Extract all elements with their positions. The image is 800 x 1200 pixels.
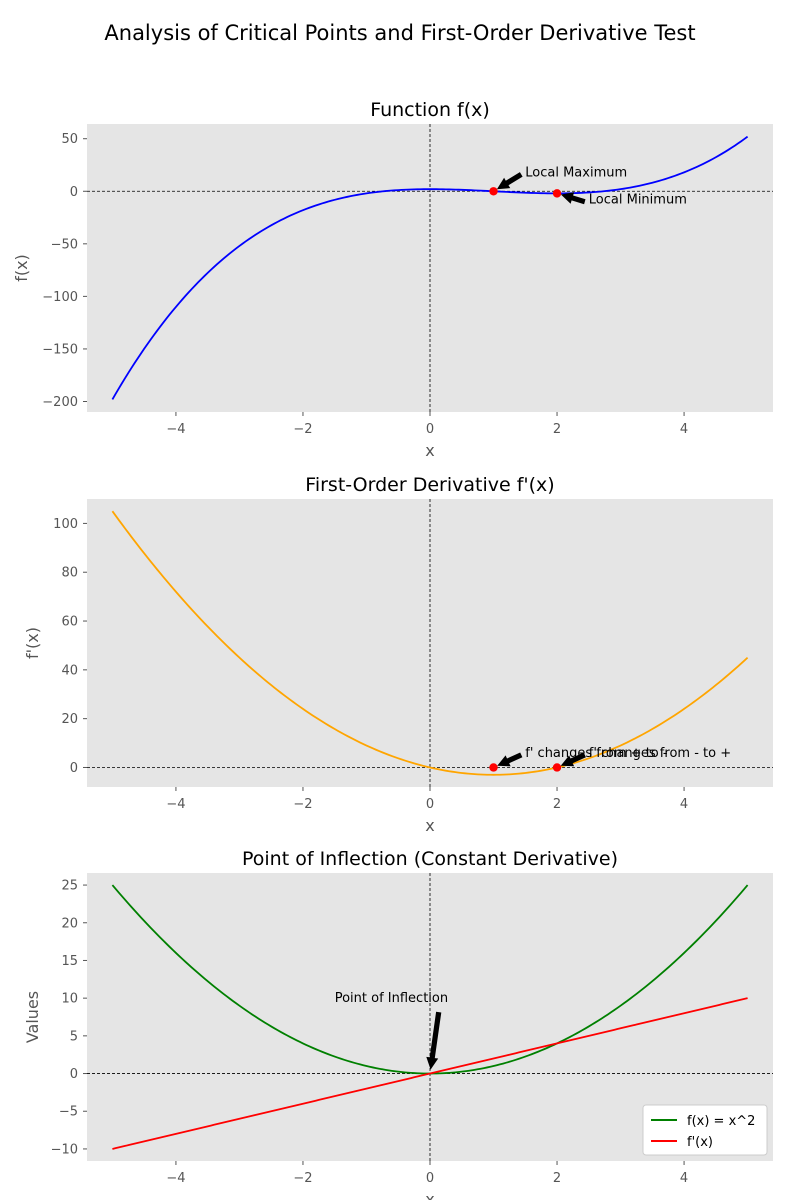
y-tick-label: −100	[42, 290, 78, 305]
critical-point-marker	[489, 187, 498, 196]
y-tick-label: 5	[70, 1029, 78, 1044]
critical-point-marker	[552, 763, 562, 772]
y-tick-label: −200	[42, 395, 78, 410]
y-tick-label: −5	[59, 1105, 78, 1120]
chart-title: Function f(x)	[370, 99, 490, 121]
legend: f(x) = x^2 f'(x)	[642, 1104, 768, 1156]
y-axis-label: f(x)	[12, 254, 31, 282]
chart-panel-2: f' changes from + to -f' changes from - …	[23, 474, 773, 835]
series-line-2	[112, 997, 748, 1150]
y-tick-label: 15	[61, 954, 78, 969]
annotation-arrow	[560, 192, 586, 205]
x-tick-label: −2	[293, 422, 312, 437]
y-tick-label: 20	[61, 916, 78, 931]
chart-panel-1: Local Maximum Local Minimum −4 −2 0 2 4 −200 −15…	[12, 99, 773, 460]
critical-point-marker	[552, 189, 562, 198]
y-axis-label: f'(x)	[23, 627, 42, 659]
x-tick-label: 2	[553, 1171, 561, 1186]
annotation-label: f' changes from + to -	[525, 746, 668, 761]
series-line-1	[111, 135, 749, 400]
legend-label: f(x) = x^2	[687, 1114, 755, 1129]
x-tick-label: 4	[680, 797, 688, 812]
y-tick-label: 0	[70, 761, 78, 776]
y-tick-label: 25	[61, 879, 78, 894]
y-tick-label: 0	[70, 185, 78, 200]
x-tick-label: 0	[426, 1171, 434, 1186]
x-tick-label: 2	[553, 797, 561, 812]
legend-box	[642, 1104, 768, 1156]
y-tick-label: 80	[61, 566, 78, 581]
y-tick-label: −150	[42, 342, 78, 357]
y-tick-label: 50	[61, 132, 78, 147]
plot-area	[87, 124, 773, 412]
annotation-arrow	[497, 752, 523, 767]
series-line-1	[111, 510, 749, 776]
y-axis-label: Values	[23, 991, 42, 1043]
chart-title: Point of Inflection (Constant Derivative…	[242, 848, 618, 870]
x-tick-label: 4	[680, 1171, 688, 1186]
x-axis-label: x	[425, 1190, 434, 1200]
x-axis-label: x	[425, 816, 434, 835]
plot-area	[87, 499, 773, 787]
legend-label: f'(x)	[687, 1135, 713, 1150]
x-tick-label: −2	[293, 797, 312, 812]
y-tick-label: 60	[61, 615, 78, 630]
annotation-label: Point of Inflection	[335, 991, 448, 1006]
chart-panel-3: Point of Inflection −4 −2 0 2 4 −10 −5 0 5 10 15 20 2…	[23, 848, 773, 1200]
x-tick-label: 0	[426, 797, 434, 812]
annotation-arrow	[496, 172, 523, 190]
x-tick-label: 0	[426, 422, 434, 437]
y-tick-label: 100	[53, 517, 78, 532]
x-axis-label: x	[425, 441, 434, 460]
figure-suptitle: Analysis of Critical Points and First-Or…	[104, 21, 695, 45]
y-tick-label: 10	[61, 992, 78, 1007]
annotation-label: Local Maximum	[525, 165, 627, 180]
y-tick-label: −10	[51, 1142, 78, 1157]
annotation-label: f' changes from - to +	[589, 746, 731, 761]
y-tick-label: 40	[61, 663, 78, 678]
chart-title: First-Order Derivative f'(x)	[305, 474, 554, 496]
y-tick-label: 0	[70, 1067, 78, 1082]
annotation-arrow	[560, 752, 586, 767]
x-tick-label: 4	[680, 422, 688, 437]
critical-point-marker	[489, 763, 498, 772]
annotation-arrow	[426, 1011, 442, 1070]
x-tick-label: −4	[166, 797, 185, 812]
annotation-label: Local Minimum	[589, 193, 687, 208]
x-tick-label: −4	[166, 422, 185, 437]
y-tick-label: −50	[51, 237, 78, 252]
x-tick-label: −4	[166, 1171, 185, 1186]
y-tick-label: 20	[61, 712, 78, 727]
x-tick-label: −2	[293, 1171, 312, 1186]
x-tick-label: 2	[553, 422, 561, 437]
